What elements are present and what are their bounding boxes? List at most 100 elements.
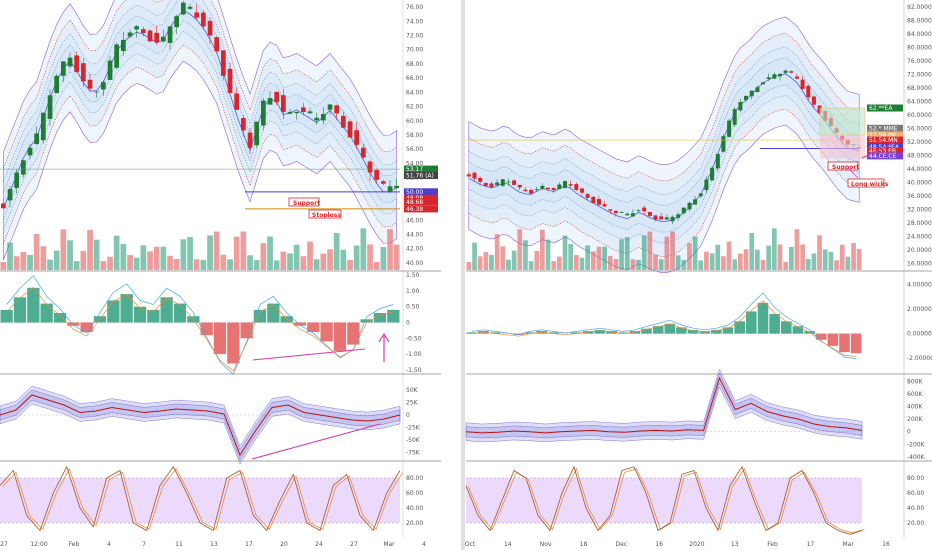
volume-bar (721, 256, 726, 270)
volume-bar (613, 259, 619, 270)
price-tick-label: 76.00 (406, 4, 423, 11)
price-tag-label: 46.38 (406, 206, 423, 213)
macd-histogram-bar (734, 321, 745, 334)
obv-band (465, 368, 863, 443)
candle-body (67, 57, 73, 67)
macd-histogram-bar (722, 327, 734, 334)
candle-body (811, 96, 816, 105)
volume-bar (153, 246, 160, 270)
volume-bar (207, 235, 213, 270)
candle-body (247, 132, 253, 148)
price-tag-label: 44.CE.CE (869, 153, 897, 160)
price-tag-label: 51.54.MN (869, 137, 898, 144)
date-tick-label: 17 (807, 541, 815, 548)
volume-bar (500, 246, 506, 270)
stochastic-d-line (2, 467, 404, 531)
candle-body (732, 109, 737, 125)
candle-body (591, 196, 596, 203)
macd-histogram-bar (664, 323, 676, 334)
volume-bar (585, 245, 590, 270)
support-label-bg-right (827, 161, 859, 171)
candle-body (374, 170, 379, 180)
candle-body (517, 184, 522, 188)
candle-body (466, 174, 471, 177)
volume-bar (681, 260, 687, 270)
date-tick-label: Nov (540, 541, 552, 548)
candle-body (314, 117, 319, 121)
volume-bar (839, 244, 845, 270)
candle-body (281, 95, 286, 112)
volume-bar (709, 253, 715, 270)
volume-bar (732, 259, 738, 270)
date-tick-label: 14 (504, 541, 512, 548)
stochastic-k-line (0, 465, 401, 532)
volume-bar (856, 248, 862, 270)
candle-body (755, 87, 760, 92)
obv-tick-label: 50K (406, 387, 419, 394)
macd-histogram-bar (652, 326, 664, 334)
price-tag (404, 198, 438, 206)
candle-body (334, 105, 339, 114)
volume-bar (641, 235, 647, 270)
volume-bar (664, 236, 670, 270)
candle-body (234, 93, 239, 110)
price-tag-label: 52.* MME (869, 125, 898, 132)
candle-body (107, 60, 113, 80)
candle-body (141, 29, 146, 33)
price-tag (867, 152, 903, 160)
volume-bar (367, 244, 373, 270)
macd-histogram-bar (240, 322, 253, 339)
left-stochastic-pane[interactable]: 80.00 60.00 40.00 20.00 27 12:00 Feb 4 7 11 13 17 20… (0, 465, 426, 548)
candle-body (261, 100, 266, 126)
macd-histogram-bar (781, 321, 792, 334)
volume-bar (591, 251, 596, 270)
macd-histogram-bar (280, 316, 293, 323)
right-stochastic-pane[interactable]: 80.00 60.00 40.00 20.00 Oct 14 Nov 18 Dec 16 2020 1… (465, 465, 925, 548)
candle-body (134, 26, 139, 30)
volume-bar (393, 244, 400, 270)
price-tag (404, 165, 438, 173)
volume-bar (822, 249, 828, 270)
macd-histogram-bar (27, 287, 40, 323)
volume-bar (817, 235, 822, 270)
candle-body (74, 55, 79, 73)
candle-body (636, 210, 641, 212)
candle-body (483, 182, 488, 186)
price-tag (404, 205, 438, 213)
candle-body (698, 193, 703, 197)
candle-body (347, 121, 353, 138)
obv-tick-label: 200K (907, 416, 923, 423)
candle-body (659, 216, 664, 220)
stoploss-label: Stoploss (312, 212, 341, 219)
obv-line (465, 376, 863, 434)
candle-body (506, 181, 511, 183)
volume-bar (167, 255, 173, 270)
macd-histogram-bar (67, 322, 80, 326)
volume-bar (794, 229, 800, 270)
stoch-tick-label: 20.00 (406, 520, 423, 527)
volume-bar (675, 255, 681, 270)
left-macd-pane[interactable]: 1.50 1.00 0.50 0 -0.50 -1.00 -1.50 (0, 272, 422, 375)
candle-body (608, 209, 613, 211)
volume-bar (540, 229, 545, 270)
macd-histogram-bar (571, 332, 582, 334)
volume-bar (670, 231, 675, 270)
volume-bar (574, 255, 579, 270)
band-dotted-lower (468, 108, 860, 257)
date-tick-label: 13 (210, 541, 218, 548)
obv-tick-label: 600K (907, 391, 923, 398)
date-tick-label: 27 (0, 541, 8, 548)
left-obv-pane[interactable]: 50K 25K 0 -25K -50K -75K (0, 385, 421, 465)
candle-body (546, 187, 550, 189)
macd-signal-line (6, 287, 394, 372)
price-tag-label: 50.00 (406, 189, 423, 196)
volume-bar (213, 231, 220, 270)
left-price-pane[interactable]: 76.00 74.00 72.00 70.00 68.00 66.00 64.00 62.00… (0, 0, 438, 538)
right-obv-pane[interactable]: 800K 600K 400K 200K 0 -200K -400K (465, 368, 926, 461)
band-dotted-upper (468, 32, 860, 182)
